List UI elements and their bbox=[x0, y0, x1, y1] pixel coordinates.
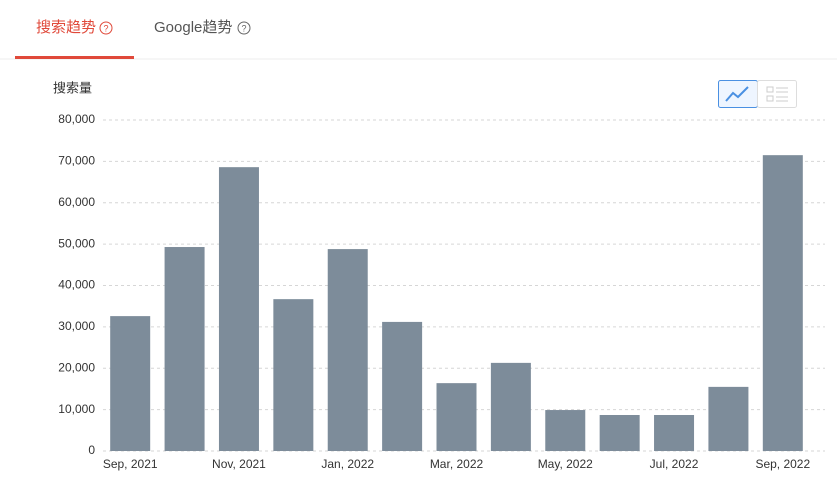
bar bbox=[762, 155, 803, 451]
y-tick-label: 40,000 bbox=[58, 278, 95, 292]
bar bbox=[490, 362, 531, 451]
x-tick-label: Sep, 2021 bbox=[103, 457, 158, 471]
x-tick-label: Jan, 2022 bbox=[321, 457, 374, 471]
y-axis-title: 搜索量 bbox=[53, 80, 92, 95]
y-tick-label: 10,000 bbox=[58, 402, 95, 416]
view-toggle bbox=[718, 80, 797, 108]
x-tick-label: Sep, 2022 bbox=[755, 457, 810, 471]
y-tick-label: 60,000 bbox=[58, 195, 95, 209]
table-view-button[interactable] bbox=[757, 80, 797, 108]
y-tick-label: 20,000 bbox=[58, 360, 95, 374]
y-tick-label: 30,000 bbox=[58, 319, 95, 333]
y-tick-label: 50,000 bbox=[58, 236, 95, 250]
y-tick-label: 80,000 bbox=[58, 112, 95, 126]
tab[interactable]: Google趋势 bbox=[154, 19, 232, 36]
help-mark: ? bbox=[241, 23, 246, 33]
bar bbox=[327, 249, 368, 451]
chart-icon bbox=[725, 86, 749, 102]
bar bbox=[273, 299, 314, 451]
bar bbox=[110, 316, 151, 451]
x-tick-label: May, 2022 bbox=[538, 457, 593, 471]
bar bbox=[436, 383, 477, 451]
help-mark: ? bbox=[103, 23, 108, 33]
bar bbox=[218, 167, 259, 452]
y-tick-label: 0 bbox=[88, 443, 95, 457]
y-tick-label: 70,000 bbox=[58, 154, 95, 168]
bar bbox=[708, 386, 749, 451]
x-tick-label: Mar, 2022 bbox=[430, 457, 484, 471]
x-tick-label: Nov, 2021 bbox=[212, 457, 266, 471]
bar bbox=[382, 321, 423, 451]
help-icon[interactable] bbox=[237, 21, 251, 35]
table-icon bbox=[766, 86, 788, 102]
bar bbox=[545, 410, 586, 451]
active-tab-indicator bbox=[15, 56, 134, 59]
bar bbox=[654, 415, 695, 451]
chart-view-button[interactable] bbox=[718, 80, 758, 108]
tab-bar: 搜索趋势 ? Google趋势 ? bbox=[0, 19, 837, 60]
bar bbox=[599, 415, 640, 451]
x-tick-label: Jul, 2022 bbox=[650, 457, 699, 471]
bar bbox=[164, 247, 205, 451]
tab[interactable]: 搜索趋势 bbox=[36, 19, 96, 36]
help-icon[interactable] bbox=[99, 21, 113, 35]
